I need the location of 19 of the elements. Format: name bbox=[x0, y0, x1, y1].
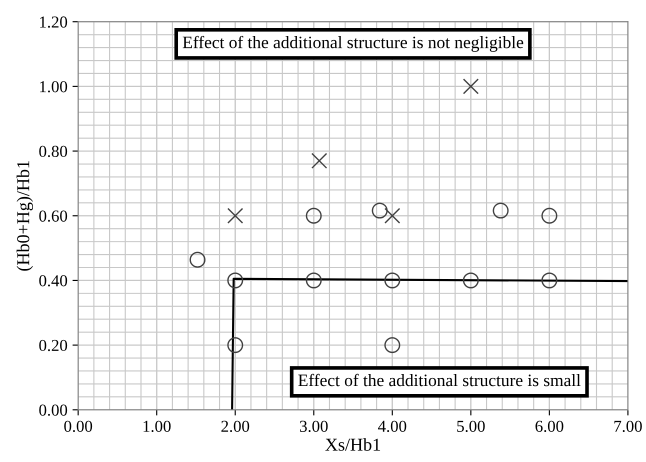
y-tick-label: 0.00 bbox=[39, 404, 68, 416]
annotation: Effect of the additional structure is small bbox=[298, 374, 581, 386]
x-axis-title: Xs/Hb1 bbox=[325, 438, 380, 451]
y-tick-label: 1.20 bbox=[40, 16, 68, 28]
x-tick-label: 7.00 bbox=[614, 420, 642, 432]
x-tick-label: 2.00 bbox=[221, 420, 250, 432]
x-tick-label: 1.00 bbox=[144, 420, 171, 432]
y-axis-title: (Hb0+Hg)/Hb1 bbox=[16, 161, 34, 271]
annotation: Effect of the additional structure is not negligible bbox=[182, 36, 524, 52]
x-tick-label: 6.00 bbox=[536, 420, 564, 432]
x-tick-label: 0.00 bbox=[64, 420, 92, 432]
y-tick-label: 1.00 bbox=[40, 81, 68, 92]
y-tick-label: 0.40 bbox=[39, 275, 68, 286]
x-tick-label: 3.00 bbox=[300, 420, 328, 432]
x-tick-label: 5.00 bbox=[457, 420, 485, 432]
y-tick-label: 0.20 bbox=[39, 340, 68, 352]
y-tick-label: 0.80 bbox=[39, 146, 68, 158]
y-tick-label: 0.60 bbox=[39, 210, 68, 222]
x-tick-label: 4.00 bbox=[378, 420, 406, 432]
